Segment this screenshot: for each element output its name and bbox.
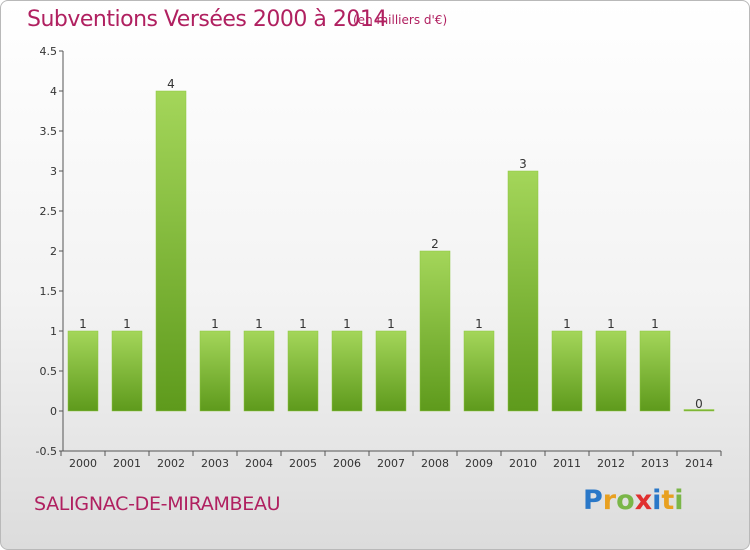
x-tick-label: 2002 bbox=[157, 457, 185, 470]
data-label-2013: 1 bbox=[651, 317, 659, 331]
bar-2012 bbox=[595, 330, 627, 412]
bar-2006 bbox=[331, 330, 363, 412]
data-label-2006: 1 bbox=[343, 317, 351, 331]
unit-note: (en milliers d'€) bbox=[353, 13, 448, 27]
data-label-2011: 1 bbox=[563, 317, 571, 331]
chart-title: Subventions Versées 2000 à 2014 bbox=[27, 7, 387, 32]
data-label-2009: 1 bbox=[475, 317, 483, 331]
data-label-2005: 1 bbox=[299, 317, 307, 331]
data-label-2002: 4 bbox=[167, 77, 175, 91]
data-label-2014: 0 bbox=[695, 397, 703, 411]
logo-letter: P bbox=[583, 485, 603, 516]
y-tick-label: 4 bbox=[50, 85, 57, 98]
y-tick-label: -0.5 bbox=[36, 445, 57, 458]
bar-2007 bbox=[375, 330, 407, 412]
bar-2000 bbox=[67, 330, 99, 412]
x-tick-label: 2008 bbox=[421, 457, 449, 470]
y-tick-label: 2.5 bbox=[40, 205, 58, 218]
bar-2013 bbox=[639, 330, 671, 412]
proxiti-logo: Proxiti bbox=[583, 485, 684, 516]
logo-letter: i bbox=[652, 485, 662, 516]
data-label-2008: 2 bbox=[431, 237, 439, 251]
y-tick-label: 0.5 bbox=[40, 365, 58, 378]
x-tick-label: 2003 bbox=[201, 457, 229, 470]
logo-letter: x bbox=[634, 485, 653, 516]
x-tick-label: 2005 bbox=[289, 457, 317, 470]
bar-2001 bbox=[111, 330, 143, 412]
x-tick-label: 2001 bbox=[113, 457, 141, 470]
bar-2002 bbox=[155, 90, 187, 412]
x-tick-label: 2006 bbox=[333, 457, 361, 470]
y-tick-label: 1.5 bbox=[40, 285, 58, 298]
x-tick-label: 2009 bbox=[465, 457, 493, 470]
y-tick-label: 2 bbox=[50, 245, 57, 258]
x-tick-label: 2014 bbox=[685, 457, 713, 470]
commune-name: SALIGNAC-DE-MIRAMBEAU bbox=[34, 493, 281, 515]
data-label-2004: 1 bbox=[255, 317, 263, 331]
x-tick-label: 2013 bbox=[641, 457, 669, 470]
x-tick-label: 2012 bbox=[597, 457, 625, 470]
logo-letter: i bbox=[674, 485, 684, 516]
data-label-2010: 3 bbox=[519, 157, 527, 171]
y-tick-label: 3 bbox=[50, 165, 57, 178]
data-label-2001: 1 bbox=[123, 317, 131, 331]
bar-2004 bbox=[243, 330, 275, 412]
x-tick-label: 2011 bbox=[553, 457, 581, 470]
y-tick-label: 4.5 bbox=[40, 45, 58, 58]
y-tick-label: 0 bbox=[50, 405, 57, 418]
x-tick-label: 2004 bbox=[245, 457, 273, 470]
y-tick-label: 3.5 bbox=[40, 125, 58, 138]
logo-letter: o bbox=[616, 485, 635, 516]
x-tick-label: 2010 bbox=[509, 457, 537, 470]
data-label-2000: 1 bbox=[79, 317, 87, 331]
data-label-2007: 1 bbox=[387, 317, 395, 331]
data-label-2012: 1 bbox=[607, 317, 615, 331]
x-tick-label: 2007 bbox=[377, 457, 405, 470]
bar-2005 bbox=[287, 330, 319, 412]
bar-2003 bbox=[199, 330, 231, 412]
x-tick-label: 2000 bbox=[69, 457, 97, 470]
bar-2010 bbox=[507, 170, 539, 412]
bar-2011 bbox=[551, 330, 583, 412]
y-tick-label: 1 bbox=[50, 325, 57, 338]
logo-letter: t bbox=[661, 485, 675, 516]
logo-letter: r bbox=[602, 485, 617, 516]
data-label-2003: 1 bbox=[211, 317, 219, 331]
bar-2008 bbox=[419, 250, 451, 412]
bar-2014 bbox=[683, 409, 715, 412]
bar-2009 bbox=[463, 330, 495, 412]
